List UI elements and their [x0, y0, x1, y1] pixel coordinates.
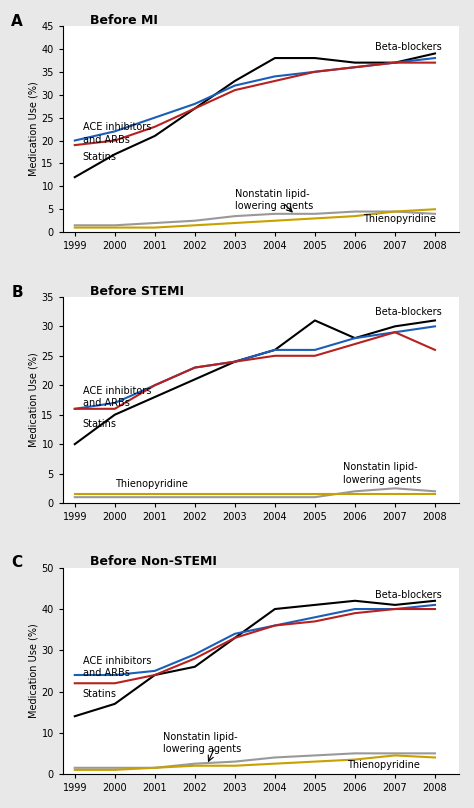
Text: Thienopyridine: Thienopyridine — [363, 214, 436, 225]
Text: Thienopyridine: Thienopyridine — [115, 479, 188, 489]
Text: Statins: Statins — [83, 152, 117, 162]
Y-axis label: Medication Use (%): Medication Use (%) — [28, 352, 38, 448]
Text: C: C — [11, 555, 22, 570]
Text: ACE inhibitors
and ARBs: ACE inhibitors and ARBs — [83, 123, 151, 145]
Text: Thienopyridine: Thienopyridine — [347, 760, 420, 770]
Text: Before STEMI: Before STEMI — [91, 284, 184, 297]
Text: Statins: Statins — [83, 419, 117, 428]
Text: Before Non-STEMI: Before Non-STEMI — [91, 555, 218, 568]
Text: Beta-blockers: Beta-blockers — [375, 590, 442, 600]
Text: Beta-blockers: Beta-blockers — [375, 41, 442, 52]
Text: B: B — [11, 284, 23, 300]
Y-axis label: Medication Use (%): Medication Use (%) — [28, 624, 38, 718]
Text: Nonstatin lipid-
lowering agents: Nonstatin lipid- lowering agents — [163, 732, 241, 754]
Text: Nonstatin lipid-
lowering agents: Nonstatin lipid- lowering agents — [343, 462, 421, 485]
Text: Nonstatin lipid-
lowering agents: Nonstatin lipid- lowering agents — [235, 189, 313, 211]
Text: ACE inhibitors
and ARBs: ACE inhibitors and ARBs — [83, 655, 151, 678]
Y-axis label: Medication Use (%): Medication Use (%) — [28, 82, 38, 176]
Text: A: A — [11, 14, 23, 28]
Text: Beta-blockers: Beta-blockers — [375, 306, 442, 317]
Text: ACE inhibitors
and ARBs: ACE inhibitors and ARBs — [83, 386, 151, 408]
Text: Statins: Statins — [83, 688, 117, 699]
Text: Before MI: Before MI — [91, 14, 158, 27]
